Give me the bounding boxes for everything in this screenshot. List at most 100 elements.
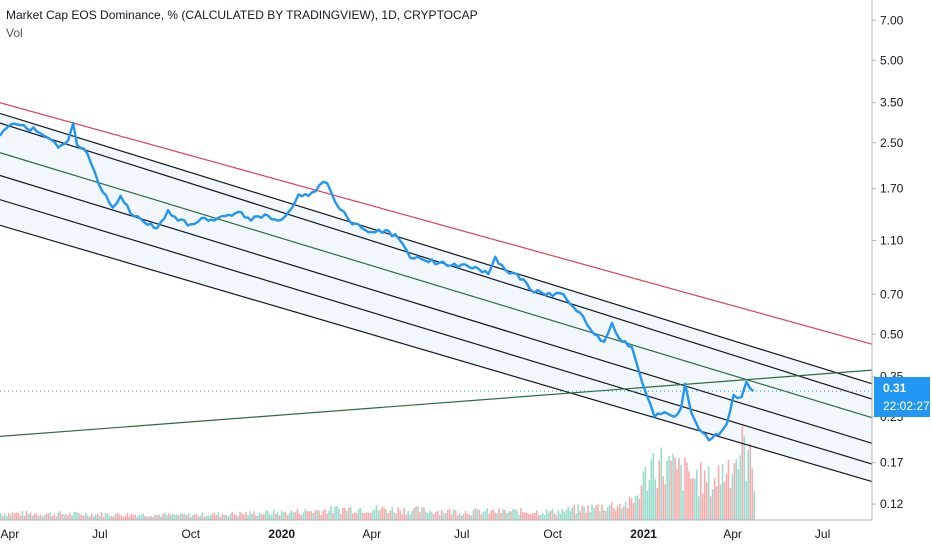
channel-line[interactable] bbox=[0, 224, 873, 483]
volume-bar bbox=[385, 509, 388, 520]
volume-bar bbox=[650, 459, 653, 520]
volume-bar bbox=[741, 426, 744, 520]
volume-bar bbox=[231, 511, 233, 520]
volume-bar bbox=[614, 510, 617, 520]
volume-bar bbox=[284, 511, 287, 520]
volume-bar bbox=[81, 515, 83, 520]
volume-bar bbox=[189, 517, 192, 520]
volume-bar bbox=[298, 513, 301, 520]
volume-bar bbox=[438, 515, 441, 520]
volume-bar bbox=[235, 514, 237, 520]
volume-bar bbox=[213, 512, 216, 520]
volume-bar bbox=[332, 512, 334, 520]
trend-lines[interactable] bbox=[0, 102, 873, 483]
volume-bar bbox=[620, 508, 623, 520]
volume-bar bbox=[316, 509, 318, 520]
x-tick-label: Oct bbox=[181, 527, 200, 541]
volume-bar bbox=[565, 509, 568, 520]
x-tick-label: Apr bbox=[723, 527, 742, 541]
volume-bar bbox=[49, 512, 52, 520]
volume-bar bbox=[743, 436, 746, 520]
y-tick-label: 0.12 bbox=[880, 497, 904, 511]
volume-bar bbox=[717, 465, 720, 520]
volume-bar bbox=[579, 511, 581, 520]
volume-bar bbox=[92, 516, 95, 520]
volume-bar bbox=[508, 511, 510, 520]
volume-bar bbox=[686, 462, 688, 520]
volume-bar bbox=[488, 513, 490, 520]
volume-bar bbox=[472, 510, 475, 520]
volume-bar bbox=[383, 508, 386, 520]
price-axis[interactable] bbox=[872, 0, 932, 550]
volume-bar bbox=[603, 510, 605, 520]
channel-line[interactable] bbox=[0, 112, 873, 385]
volume-bar bbox=[61, 514, 63, 520]
volume-bar bbox=[47, 513, 50, 520]
volume-bar bbox=[120, 515, 123, 520]
price-line[interactable] bbox=[0, 121, 755, 442]
volume-bar bbox=[255, 515, 257, 520]
volume-bar bbox=[29, 512, 32, 520]
volume-bar bbox=[628, 496, 631, 520]
volume-bar bbox=[223, 514, 226, 520]
volume-bar bbox=[640, 485, 643, 520]
volume-bar bbox=[292, 512, 295, 520]
volume-bar bbox=[609, 505, 611, 520]
legend-volume-label: Vol bbox=[6, 26, 23, 40]
last-price-badge: 0.31 22:02:27 bbox=[874, 377, 930, 417]
volume-bar bbox=[330, 505, 332, 520]
trend-line-line[interactable] bbox=[0, 369, 873, 437]
volume-bar bbox=[476, 508, 479, 520]
channel-line[interactable] bbox=[0, 174, 873, 444]
volume-bar bbox=[262, 514, 265, 520]
volume-bar bbox=[682, 490, 684, 520]
volume-bar bbox=[464, 510, 467, 520]
volume-bar bbox=[104, 513, 107, 520]
volume-bar bbox=[490, 510, 492, 520]
volume-bar bbox=[610, 502, 613, 520]
x-tick-label: Jul bbox=[815, 527, 830, 541]
channel-area bbox=[0, 113, 872, 482]
volume-bar bbox=[162, 514, 164, 520]
volume-bar bbox=[179, 512, 182, 520]
volume-bar bbox=[676, 468, 678, 520]
volume-bar bbox=[290, 510, 293, 520]
volume-bar bbox=[229, 514, 231, 520]
volume-bar bbox=[535, 510, 538, 520]
volume-bar bbox=[539, 514, 542, 520]
volume-bar bbox=[31, 515, 34, 520]
volume-bar bbox=[478, 510, 481, 520]
volume-bar bbox=[342, 508, 344, 520]
y-tick-label: 0.17 bbox=[880, 456, 904, 470]
volume-bar bbox=[154, 515, 156, 520]
volume-bar bbox=[375, 505, 378, 520]
volume-bar bbox=[203, 516, 206, 520]
volume-bar bbox=[191, 515, 194, 520]
volume-bar bbox=[559, 513, 562, 520]
volume-bar bbox=[334, 506, 336, 520]
volume-bar bbox=[94, 514, 97, 520]
volume-bar bbox=[482, 511, 485, 520]
upper-resistance-line[interactable] bbox=[0, 102, 873, 345]
volume-bar bbox=[713, 478, 716, 520]
volume-bar bbox=[247, 515, 249, 520]
volume-bar bbox=[324, 509, 326, 520]
volume-bar bbox=[205, 516, 208, 520]
volume-bar bbox=[431, 512, 433, 520]
volume-bar bbox=[699, 462, 702, 520]
volume-bar bbox=[183, 513, 186, 520]
y-tick-label: 0.70 bbox=[880, 287, 904, 301]
channel-line[interactable] bbox=[0, 122, 873, 400]
price-series[interactable] bbox=[0, 121, 872, 442]
volume-bar bbox=[23, 515, 26, 520]
volume-bar bbox=[690, 478, 692, 520]
volume-bar bbox=[51, 515, 54, 520]
time-axis[interactable] bbox=[0, 520, 872, 550]
volume-bar bbox=[322, 510, 324, 520]
volume-bar bbox=[407, 510, 409, 520]
volume-bar bbox=[253, 511, 255, 520]
volume-bar bbox=[310, 511, 313, 520]
channel-mid-line[interactable] bbox=[0, 152, 873, 419]
